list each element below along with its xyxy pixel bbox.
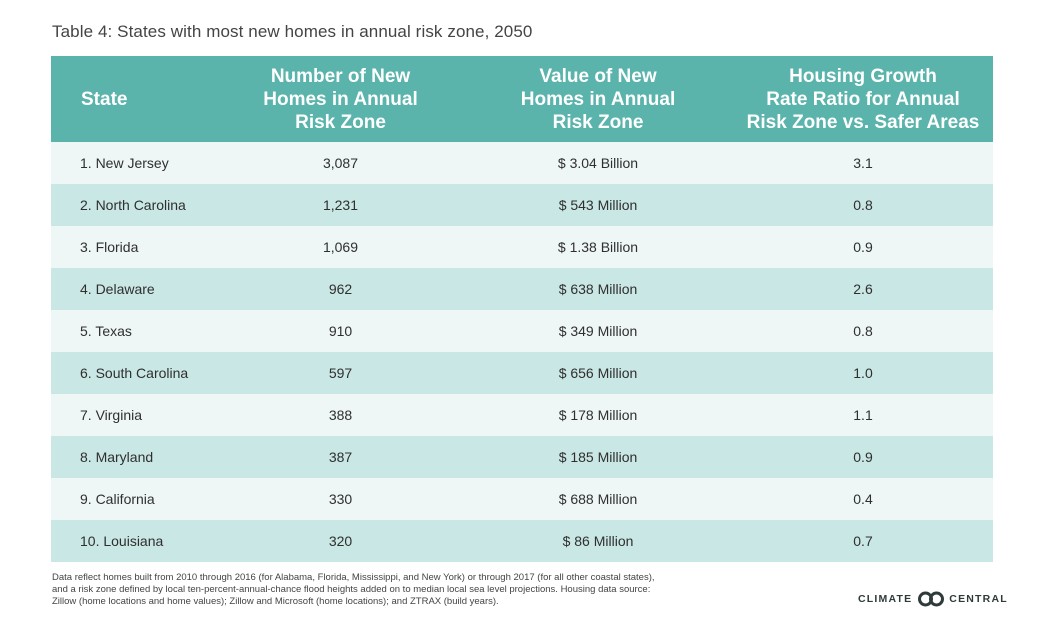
data-table: State Number of New Homes in Annual Risk… <box>51 56 993 562</box>
cell-state: 8. Maryland <box>80 449 154 465</box>
cell-growth-ratio: 0.9 <box>853 239 873 255</box>
table-title: Table 4: States with most new homes in a… <box>52 22 533 41</box>
footnote: Data reflect homes built from 2010 throu… <box>52 572 752 608</box>
table-row: 3. Florida 1,069 $ 1.38 Billion 0.9 <box>51 226 993 268</box>
table-row: 9. California 330 $ 688 Million 0.4 <box>51 478 993 520</box>
cell-state: 5. Texas <box>80 323 132 339</box>
header-line: Number of New <box>270 65 411 87</box>
cell-growth-ratio: 3.1 <box>853 155 873 171</box>
cell-number-of-homes: 330 <box>328 491 353 507</box>
cell-state: 1. New Jersey <box>80 155 169 171</box>
cell-number-of-homes: 388 <box>328 407 353 423</box>
footnote-line: and a risk zone defined by local ten-per… <box>52 584 651 595</box>
cell-value-of-homes: $ 656 Million <box>558 365 638 381</box>
climate-central-logo-icon <box>918 591 945 607</box>
cell-state: 6. South Carolina <box>80 365 189 381</box>
table-row: 6. South Carolina 597 $ 656 Million 1.0 <box>51 352 993 394</box>
cell-value-of-homes: $ 3.04 Billion <box>557 155 639 171</box>
cell-number-of-homes: 320 <box>328 533 353 549</box>
table-row: 5. Texas 910 $ 349 Million 0.8 <box>51 310 993 352</box>
header-line: Risk Zone <box>295 111 386 133</box>
logo-text-right: CENTRAL <box>949 593 1008 605</box>
header-value-of-homes: Value of New Homes in Annual Risk Zone <box>463 56 733 142</box>
cell-state: 9. California <box>80 491 155 507</box>
table-row: 2. North Carolina 1,231 $ 543 Million 0.… <box>51 184 993 226</box>
cell-growth-ratio: 1.0 <box>853 365 873 381</box>
cell-growth-ratio: 0.8 <box>853 197 873 213</box>
table-row: 7. Virginia 388 $ 178 Million 1.1 <box>51 394 993 436</box>
cell-number-of-homes: 962 <box>328 281 353 297</box>
cell-value-of-homes: $ 543 Million <box>558 197 638 213</box>
cell-growth-ratio: 2.6 <box>853 281 873 297</box>
header-number-of-homes: Number of New Homes in Annual Risk Zone <box>218 56 463 142</box>
header-line: Homes in Annual <box>263 88 418 110</box>
header-row: State Number of New Homes in Annual Risk… <box>51 56 993 142</box>
header-line: Homes in Annual <box>520 88 676 110</box>
table-row: 1. New Jersey 3,087 $ 3.04 Billion 3.1 <box>51 142 993 184</box>
cell-value-of-homes: $ 185 Million <box>558 449 638 465</box>
cell-value-of-homes: $ 1.38 Billion <box>557 239 639 255</box>
cell-state: 4. Delaware <box>80 281 155 297</box>
header-line: Value of New <box>539 65 657 87</box>
header-line: Risk Zone <box>552 111 644 133</box>
cell-growth-ratio: 0.9 <box>853 449 873 465</box>
cell-number-of-homes: 910 <box>328 323 353 339</box>
cell-state: 7. Virginia <box>80 407 143 423</box>
table-row: 8. Maryland 387 $ 185 Million 0.9 <box>51 436 993 478</box>
cell-number-of-homes: 387 <box>328 449 353 465</box>
cell-growth-ratio: 0.4 <box>853 491 873 507</box>
footnote-line: Zillow (home locations and home values);… <box>52 596 499 607</box>
table-body: 1. New Jersey 3,087 $ 3.04 Billion 3.1 2… <box>51 142 993 562</box>
cell-value-of-homes: $ 688 Million <box>558 491 638 507</box>
cell-state: 10. Louisiana <box>80 533 164 549</box>
cell-value-of-homes: $ 178 Million <box>558 407 638 423</box>
header-state-line: State <box>81 88 128 110</box>
logo-text-left: CLIMATE <box>858 593 913 605</box>
cell-number-of-homes: 3,087 <box>322 155 359 171</box>
cell-number-of-homes: 1,231 <box>322 197 359 213</box>
footnote-line: Data reflect homes built from 2010 throu… <box>52 572 655 583</box>
header-growth-ratio: Housing Growth Rate Ratio for Annual Ris… <box>733 56 993 142</box>
cell-value-of-homes: $ 349 Million <box>558 323 638 339</box>
cell-number-of-homes: 597 <box>328 365 353 381</box>
cell-state: 2. North Carolina <box>80 197 186 213</box>
cell-state: 3. Florida <box>80 239 139 255</box>
cell-growth-ratio: 1.1 <box>853 407 873 423</box>
table-row: 4. Delaware 962 $ 638 Million 2.6 <box>51 268 993 310</box>
header-line: Rate Ratio for Annual <box>766 88 960 110</box>
cell-value-of-homes: $ 638 Million <box>558 281 638 297</box>
cell-value-of-homes: $ 86 Million <box>562 533 634 549</box>
cell-growth-ratio: 0.7 <box>853 533 873 549</box>
header-line: Risk Zone vs. Safer Areas <box>746 111 980 133</box>
climate-central-logo: CLIMATE CENTRAL <box>858 590 1008 608</box>
cell-number-of-homes: 1,069 <box>322 239 359 255</box>
table-row: 10. Louisiana 320 $ 86 Million 0.7 <box>51 520 993 562</box>
header-state: State <box>51 56 218 142</box>
header-line: Housing Growth <box>789 65 937 87</box>
cell-growth-ratio: 0.8 <box>853 323 873 339</box>
